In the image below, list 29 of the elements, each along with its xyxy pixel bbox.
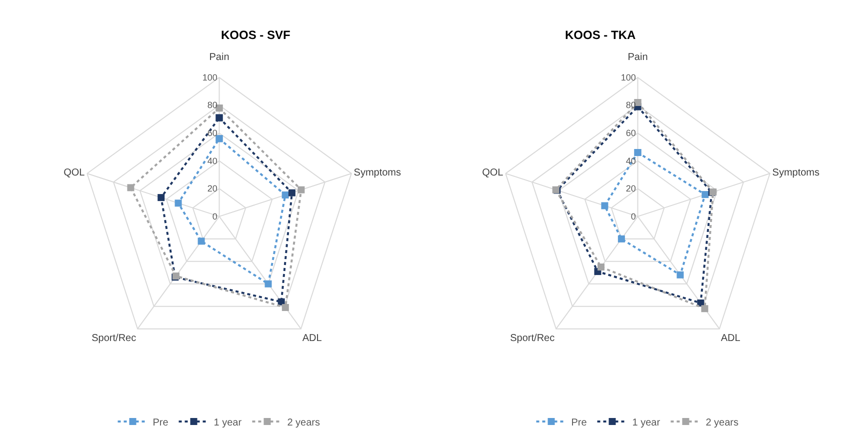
spoke-label: Symptoms xyxy=(354,167,402,178)
y-tick-label: 60 xyxy=(626,128,636,138)
spoke-label: ADL xyxy=(302,333,322,344)
spoke-label: Sport/Rec xyxy=(92,333,136,344)
y-tick-label: 100 xyxy=(620,72,636,82)
spoke-label: Symptoms xyxy=(772,167,820,178)
legend-label: 2 years xyxy=(287,417,320,428)
spoke-label: QOL xyxy=(64,167,86,178)
legend-label: 1 year xyxy=(632,417,661,428)
y-tick-label: 100 xyxy=(202,72,218,82)
chart-title: KOOS - TKA xyxy=(565,28,636,42)
legend-label: 1 year xyxy=(214,417,242,428)
spoke-label: Sport/Rec xyxy=(510,333,555,344)
legend-label: Pre xyxy=(152,417,169,428)
y-tick-label: 60 xyxy=(207,128,218,138)
y-tick-label: 20 xyxy=(207,184,218,194)
spoke-label: ADL xyxy=(720,333,741,344)
legend-label: 2 years xyxy=(706,417,739,428)
y-tick-label: 40 xyxy=(626,156,636,166)
y-tick-label: 0 xyxy=(630,211,636,222)
legend-label: Pre xyxy=(571,417,588,428)
y-tick-label: 20 xyxy=(626,184,636,194)
spoke-label: Pain xyxy=(628,52,648,63)
chart-title: KOOS - SVF xyxy=(221,28,290,42)
spoke-label: Pain xyxy=(209,52,230,63)
y-tick-label: 80 xyxy=(207,100,218,110)
y-tick-label: 40 xyxy=(207,156,218,166)
y-tick-label: 0 xyxy=(212,211,218,222)
spoke-label: QOL xyxy=(482,167,504,178)
